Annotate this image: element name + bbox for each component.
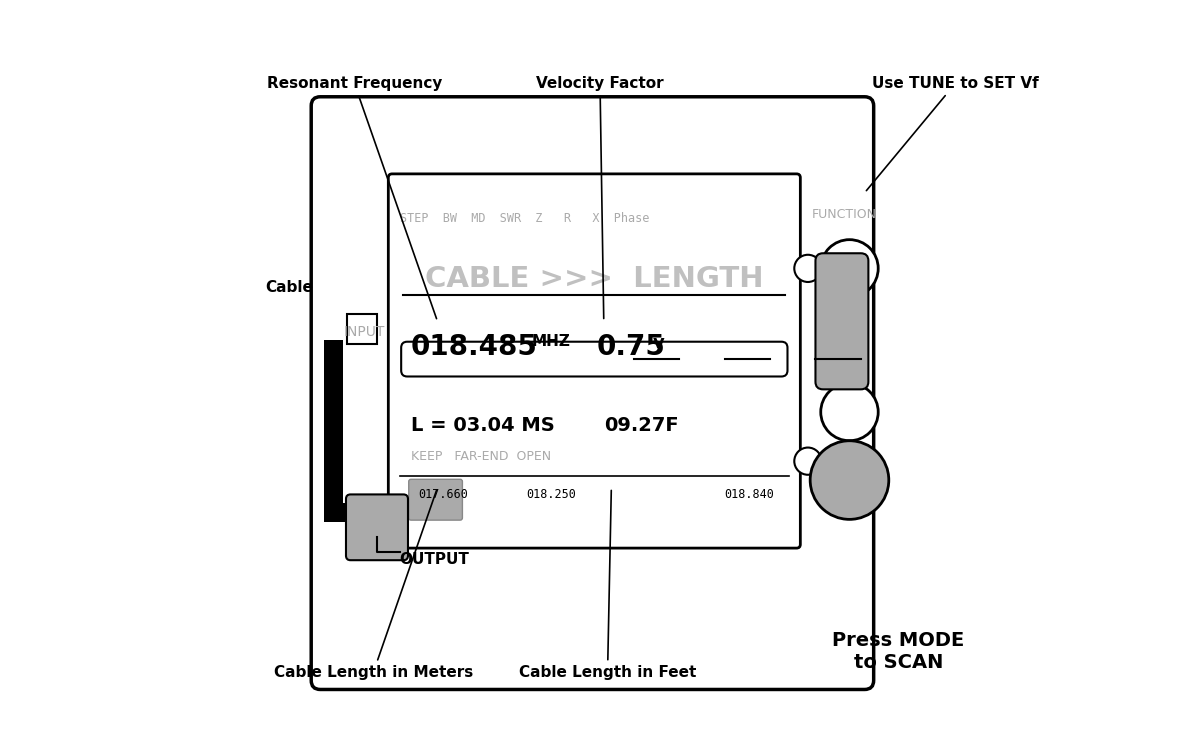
FancyBboxPatch shape: [324, 340, 343, 507]
Text: CABLE >>>  LENGTH: CABLE >>> LENGTH: [425, 265, 763, 293]
Text: 017.660: 017.660: [419, 488, 468, 500]
Circle shape: [794, 448, 822, 475]
Circle shape: [821, 383, 878, 441]
FancyBboxPatch shape: [311, 97, 874, 689]
FancyBboxPatch shape: [816, 253, 869, 389]
Text: 09.27F: 09.27F: [604, 416, 678, 435]
Circle shape: [810, 441, 889, 519]
Text: 018.840: 018.840: [725, 488, 775, 500]
Text: Use TUNE to SET Vf: Use TUNE to SET Vf: [866, 76, 1039, 191]
Text: 018.485: 018.485: [410, 333, 538, 361]
Text: STEP  BW  MD  SWR  Z   R   X  Phase: STEP BW MD SWR Z R X Phase: [400, 212, 649, 225]
Text: Cable: Cable: [265, 280, 313, 295]
FancyBboxPatch shape: [401, 342, 787, 376]
Text: Press MODE
to SCAN: Press MODE to SCAN: [833, 631, 965, 672]
Text: MHZ: MHZ: [532, 334, 571, 349]
FancyBboxPatch shape: [324, 503, 380, 522]
Text: v: v: [653, 334, 665, 352]
Text: OUTPUT: OUTPUT: [400, 552, 469, 567]
Text: L = 03.04 MS: L = 03.04 MS: [410, 416, 554, 435]
Text: FUNCTION: FUNCTION: [811, 208, 877, 221]
FancyBboxPatch shape: [409, 479, 462, 520]
FancyBboxPatch shape: [346, 494, 408, 560]
Text: MODE: MODE: [834, 472, 872, 485]
Text: Resonant Frequency: Resonant Frequency: [266, 76, 442, 319]
Text: Cable Length in Feet: Cable Length in Feet: [518, 491, 696, 680]
Circle shape: [794, 255, 822, 282]
Text: Velocity Factor: Velocity Factor: [536, 76, 664, 318]
Text: KEEP   FAR-END  OPEN: KEEP FAR-END OPEN: [410, 450, 551, 463]
Text: 0.75: 0.75: [596, 333, 665, 361]
FancyBboxPatch shape: [389, 174, 800, 548]
FancyBboxPatch shape: [324, 503, 343, 522]
Circle shape: [821, 240, 878, 297]
Text: Cable Length in Meters: Cable Length in Meters: [274, 490, 473, 680]
Bar: [347, 314, 377, 344]
Text: INPUT: INPUT: [343, 325, 384, 339]
Text: EXIT: EXIT: [839, 363, 868, 376]
Text: 018.250: 018.250: [526, 488, 576, 500]
